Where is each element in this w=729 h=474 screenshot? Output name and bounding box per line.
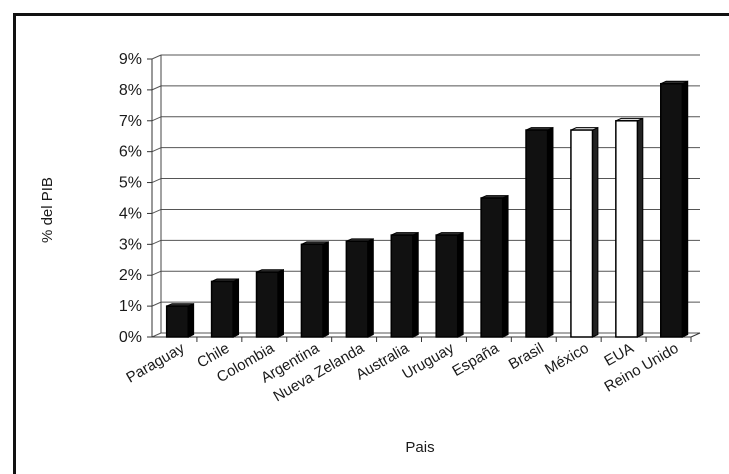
bar-side	[457, 231, 464, 338]
gridline-diagonal	[151, 270, 162, 276]
x-axis-label: Pais	[405, 439, 434, 456]
bar-side	[367, 238, 374, 338]
bar-side	[187, 302, 195, 338]
gridlines	[151, 54, 700, 338]
gridline-diagonal	[151, 208, 162, 214]
bar	[255, 271, 279, 338]
bar-side	[591, 126, 599, 338]
y-tick-label: 6%	[119, 144, 142, 161]
x-tick-label: México	[542, 340, 592, 378]
bar-side	[681, 80, 689, 338]
gridline-diagonal	[151, 178, 162, 184]
bar	[570, 129, 594, 338]
bar-side	[502, 194, 509, 338]
bar	[480, 197, 504, 338]
bar	[660, 82, 684, 338]
x-tick-label: Paraguay	[123, 339, 188, 386]
y-tick-label: 4%	[119, 205, 142, 222]
y-tick-label: 8%	[119, 82, 142, 99]
bar-side	[232, 278, 240, 338]
y-tick-label: 5%	[119, 175, 142, 192]
y-tick-labels: 0% 1% 2% 3% 4% 5% 6% 7% 8% 9%	[119, 51, 142, 346]
gridline-diagonal	[151, 239, 162, 245]
gridline-diagonal	[151, 147, 162, 153]
bar-side	[412, 231, 419, 338]
y-axis-label: % del PIB	[39, 177, 56, 243]
y-tick-label: 9%	[119, 51, 142, 68]
bar-side	[547, 126, 554, 338]
bar-side	[636, 117, 644, 338]
x-tick-label: Brasil	[506, 340, 547, 373]
y-tick-label: 3%	[119, 236, 142, 253]
gridline-diagonal	[151, 54, 162, 60]
bar	[165, 305, 189, 338]
bar-side	[277, 268, 284, 338]
axes	[147, 55, 701, 342]
bar-side	[322, 241, 329, 338]
y-tick-label: 1%	[119, 298, 142, 315]
x-tick-label: España	[449, 339, 502, 379]
bar	[390, 234, 414, 338]
y-tick-label: 0%	[119, 329, 142, 346]
gridline-diagonal	[151, 332, 162, 338]
gridline-diagonal	[151, 85, 162, 91]
x-tick-label: Uruguay	[399, 339, 457, 382]
y-tick-label: 2%	[119, 267, 142, 284]
bars	[165, 80, 689, 338]
floor-edge	[690, 332, 701, 338]
bar	[615, 120, 639, 338]
bar	[345, 240, 369, 338]
y-tick-label: 7%	[119, 113, 142, 130]
bar	[300, 243, 324, 338]
gridline-diagonal	[151, 301, 162, 307]
bar	[210, 280, 234, 338]
bar	[525, 129, 549, 338]
bar	[435, 234, 459, 338]
gridline-diagonal	[151, 116, 162, 122]
